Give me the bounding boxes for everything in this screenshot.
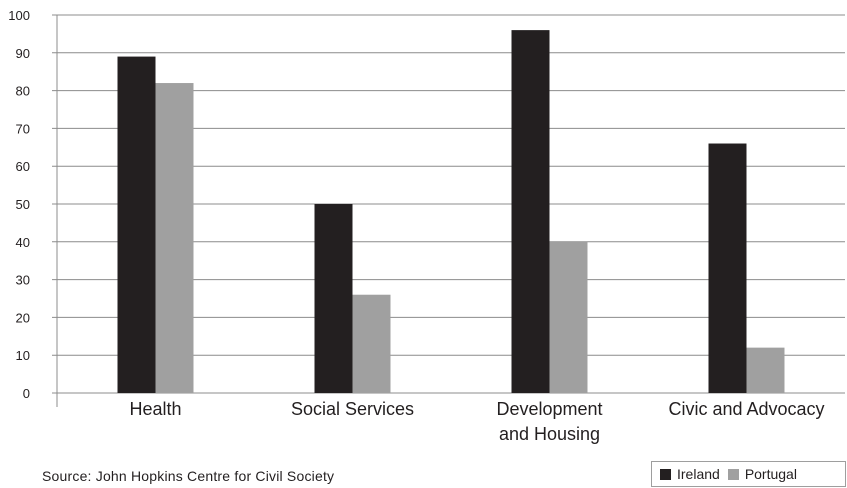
- x-category-label-line: Social Services: [291, 399, 414, 419]
- bar-chart: 0 10 20 30 40 50 60 70 80 90 100 Health Social Serv…: [8, 8, 845, 444]
- bar-portugal-0: [155, 83, 194, 393]
- y-tick-label: 100: [8, 8, 30, 23]
- x-category-label-line: Health: [129, 399, 181, 419]
- y-tick-label: 60: [16, 159, 30, 174]
- y-tick-label: 20: [16, 310, 30, 325]
- bar-ireland-2: [511, 30, 550, 394]
- y-tick-label: 0: [23, 386, 30, 401]
- bar-ireland-0: [117, 56, 156, 394]
- x-category-label: Civic and Advocacy: [668, 399, 824, 419]
- bar-ireland-3: [708, 143, 747, 393]
- bar-portugal-2: [549, 241, 588, 393]
- y-tick-label: 30: [16, 273, 30, 288]
- y-tick-label: 90: [16, 46, 30, 61]
- x-category-label-line: and Housing: [499, 424, 600, 444]
- y-axis-ticks: 0 10 20 30 40 50 60 70 80 90 100: [8, 8, 30, 401]
- x-axis-labels: Health Social Services Development and Hous…: [129, 399, 824, 444]
- y-tick-label: 80: [16, 84, 30, 99]
- legend-label: Portugal: [744, 466, 797, 482]
- bars: [117, 30, 785, 394]
- legend-swatch: [727, 468, 739, 480]
- y-tick-label: 10: [16, 348, 30, 363]
- legend: Ireland Portugal: [651, 461, 846, 487]
- y-tick-label: 40: [16, 235, 30, 250]
- source-note: Source: John Hopkins Centre for Civil So…: [42, 468, 335, 484]
- legend-item-portugal: Portugal: [727, 466, 797, 482]
- bar-portugal-3: [746, 347, 785, 393]
- bar-ireland-1: [314, 204, 353, 393]
- bar-portugal-1: [352, 294, 391, 393]
- legend-swatch: [660, 468, 671, 480]
- legend-label: Ireland: [677, 466, 720, 482]
- x-category-label-line: Development: [496, 399, 602, 419]
- x-category-label: Social Services: [291, 399, 414, 419]
- x-category-label: Health: [129, 399, 181, 419]
- legend-item-ireland: Ireland: [660, 466, 720, 482]
- x-category-label: Development and Housing: [496, 399, 602, 444]
- y-tick-label: 50: [16, 197, 30, 212]
- x-category-label-line: Civic and Advocacy: [668, 399, 824, 419]
- y-tick-label: 70: [16, 121, 30, 136]
